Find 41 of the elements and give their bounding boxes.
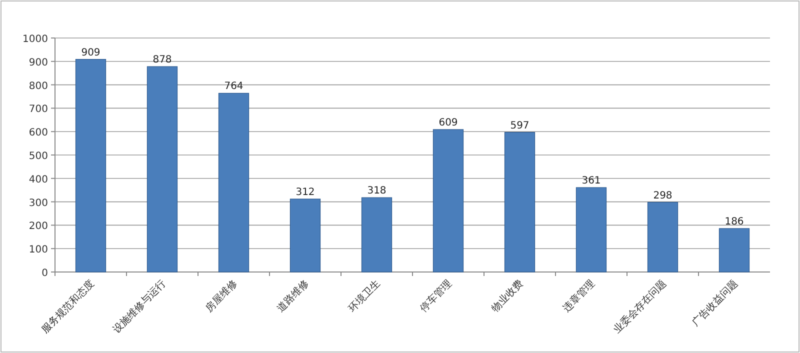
data-label: 764 — [224, 81, 244, 92]
bar — [432, 129, 464, 272]
y-tick-label: 0 — [42, 268, 48, 279]
data-label: 609 — [438, 117, 458, 128]
x-tick-label: 环境卫生 — [346, 278, 383, 314]
y-tick-label: 1000 — [22, 34, 48, 45]
bar — [647, 202, 678, 272]
data-label: 298 — [653, 190, 672, 202]
x-tick-label: 广告收益问题 — [689, 278, 740, 329]
y-tick-label: 100 — [28, 244, 48, 256]
y-tick-label: 500 — [28, 151, 48, 162]
bar — [718, 228, 750, 272]
y-tick-label: 600 — [28, 128, 48, 139]
bar — [361, 197, 392, 272]
x-tick-label: 房屋维修 — [203, 278, 240, 314]
data-label: 878 — [152, 54, 172, 66]
data-label: 597 — [510, 120, 530, 132]
y-tick-label: 900 — [28, 57, 48, 68]
x-tick-label: 服务规范和态度 — [38, 278, 97, 336]
x-tick-label: 停车管理 — [418, 278, 454, 314]
data-label: 909 — [81, 47, 100, 58]
y-tick-label: 800 — [28, 80, 48, 92]
bar — [290, 198, 321, 272]
x-tick-label: 设施维修与运行 — [110, 278, 168, 336]
y-tick-label: 300 — [28, 198, 48, 209]
data-label: 312 — [296, 186, 315, 198]
bar — [576, 187, 607, 272]
x-tick-label: 业委会存在问题 — [610, 278, 669, 336]
bar — [75, 58, 106, 272]
bar — [146, 66, 178, 272]
x-tick-label: 道路维修 — [274, 278, 312, 314]
data-label: 186 — [724, 216, 744, 228]
x-tick-label: 违章管理 — [560, 278, 598, 314]
x-tick-label: 物业收费 — [489, 278, 526, 314]
y-tick-label: 700 — [28, 104, 48, 116]
y-tick-label: 400 — [28, 174, 48, 186]
y-tick-label: 200 — [28, 221, 48, 232]
data-label: 318 — [367, 186, 386, 197]
data-label: 361 — [582, 176, 601, 187]
bar — [218, 92, 250, 272]
bar — [504, 132, 536, 272]
